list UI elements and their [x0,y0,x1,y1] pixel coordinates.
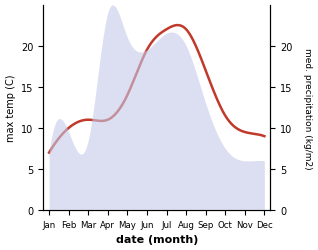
Y-axis label: max temp (C): max temp (C) [5,74,16,142]
Y-axis label: med. precipitation (kg/m2): med. precipitation (kg/m2) [303,47,313,168]
X-axis label: date (month): date (month) [115,234,198,244]
